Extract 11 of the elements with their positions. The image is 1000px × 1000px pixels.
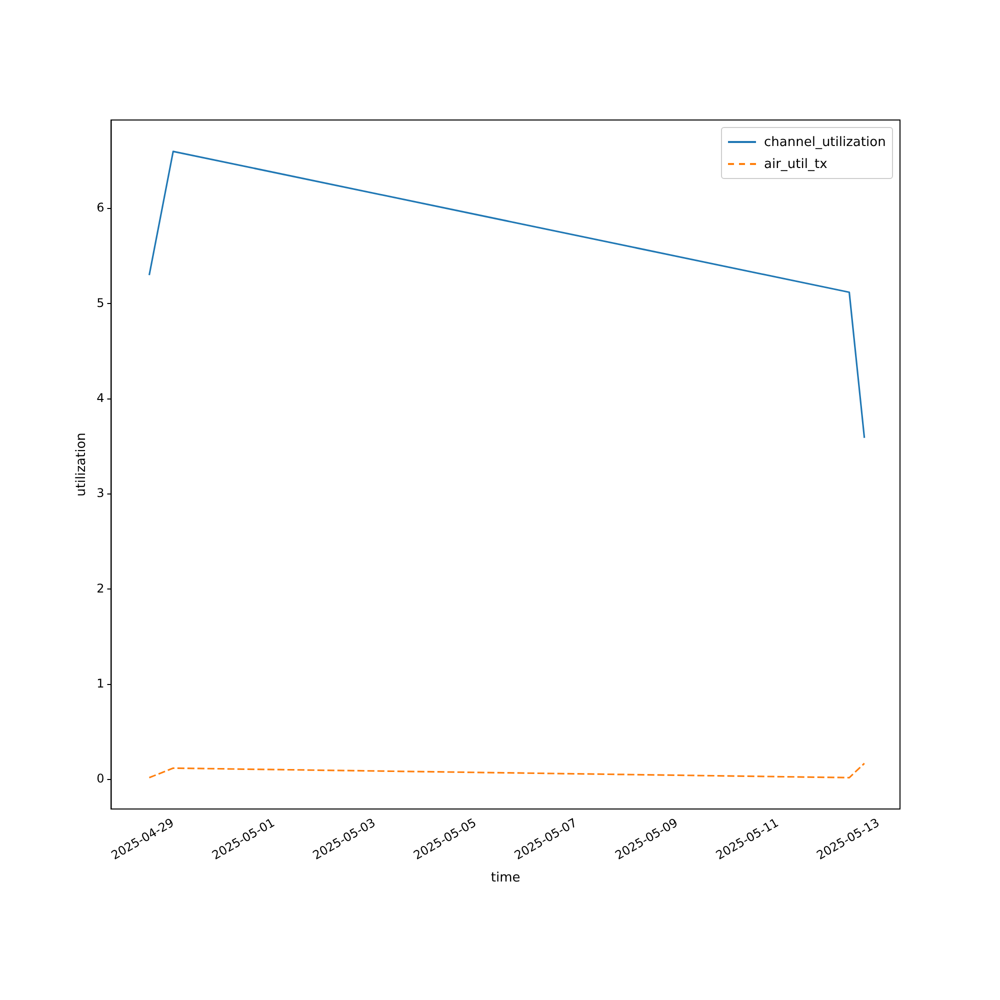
y-tick-label: 1	[96, 676, 104, 691]
x-axis-title: time	[490, 870, 520, 886]
y-tick-label: 2	[96, 581, 104, 596]
y-tick-label: 3	[96, 486, 104, 500]
y-tick-label: 4	[96, 390, 104, 405]
y-tick-label: 6	[96, 200, 104, 215]
legend-label: channel_utilization	[764, 134, 886, 150]
y-tick-label: 0	[96, 772, 104, 786]
legend-label: air_util_tx	[764, 156, 828, 172]
y-axis-title: utilization	[74, 432, 90, 496]
y-tick-label: 5	[96, 296, 104, 310]
